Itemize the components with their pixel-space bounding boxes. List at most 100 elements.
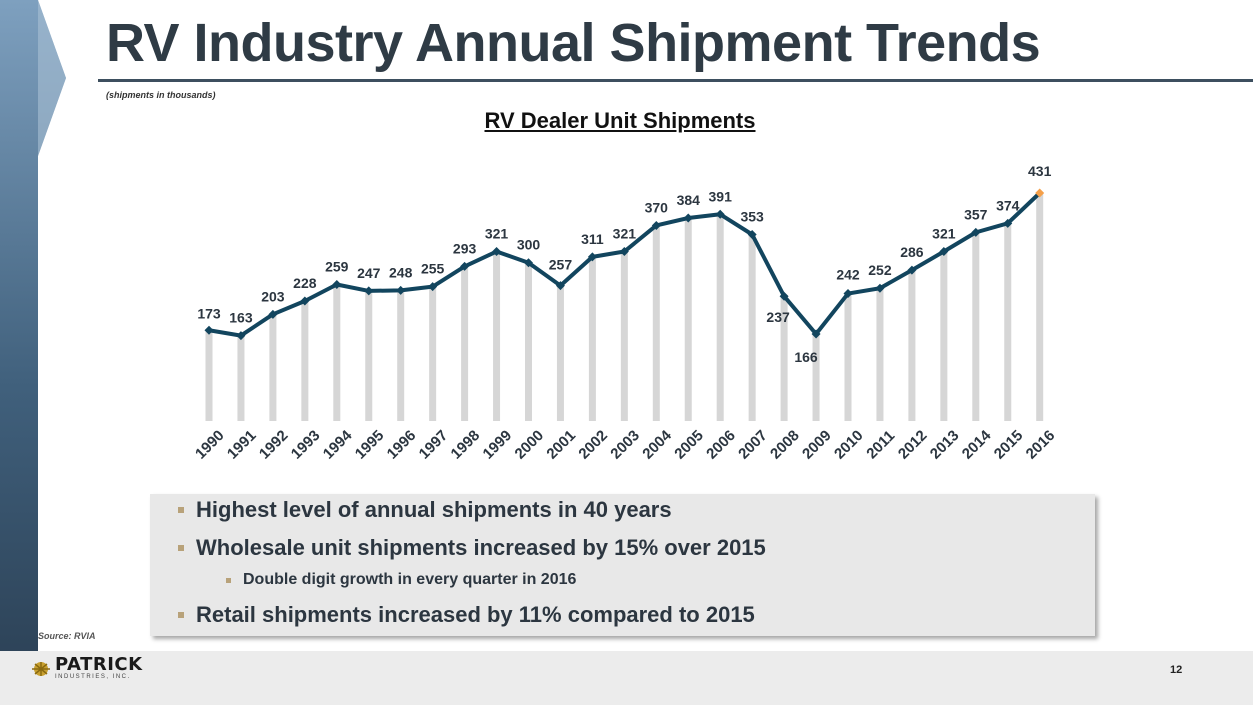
tick-label-2005: 2005 [671,427,707,463]
data-label-2008: 237 [766,309,790,325]
data-label-2004: 370 [645,199,669,215]
tick-label-1991: 1991 [224,427,260,463]
chart-title: RV Dealer Unit Shipments [484,108,756,133]
marker-2007 [747,230,757,240]
bullet-marker-icon [178,612,184,618]
marker-2011 [875,283,885,293]
data-label-1998: 293 [453,240,477,256]
data-label-2005: 384 [677,192,701,208]
tick-label-1995: 1995 [352,427,388,463]
bar-1993 [301,301,309,421]
bar-1995 [365,290,373,421]
source-note: Source: RVIA [38,631,96,641]
data-label-2002: 311 [581,231,604,247]
tick-label-2003: 2003 [607,427,643,463]
bullet-item: Retail shipments increased by 11% compar… [178,602,755,628]
bar-2008 [780,296,788,421]
tick-label-2016: 2016 [1023,427,1059,463]
tick-label-2000: 2000 [512,427,548,463]
logo-subtitle: INDUSTRIES, INC. [55,674,131,680]
bar-1994 [333,284,341,421]
tick-label-2014: 2014 [959,427,995,463]
bullet-text: Double digit growth in every quarter in … [243,571,577,588]
bar-2002 [588,256,596,421]
tick-label-2015: 2015 [991,427,1027,463]
bar-2000 [525,262,532,421]
marker-1994 [332,280,342,290]
marker-1996 [396,285,406,295]
data-label-2011: 252 [868,262,892,278]
data-label-1993: 228 [293,275,317,291]
bar-2001 [556,285,564,421]
marker-2004 [651,220,661,230]
marker-2016 [1035,188,1045,198]
title-divider [98,79,1253,82]
tick-label-2007: 2007 [735,427,771,463]
data-label-2001: 257 [549,257,573,273]
data-label-2012: 286 [900,244,924,260]
footer-bar [0,651,1253,705]
bar-1992 [269,314,277,421]
logo-emblem-icon [32,662,50,676]
bullet-text: Highest level of annual shipments in 40 … [196,497,672,522]
tick-label-2002: 2002 [575,427,611,463]
tick-label-1996: 1996 [384,427,420,463]
marker-1991 [236,331,246,341]
tick-label-2010: 2010 [831,427,867,463]
marker-2001 [555,281,565,291]
bullet-text: Retail shipments increased by 11% compar… [196,602,755,627]
marker-2000 [524,258,533,268]
page-number: 12 [1170,664,1183,676]
data-label-1997: 255 [421,261,445,277]
marker-1999 [492,247,502,257]
bar-2007 [748,234,756,421]
data-label-1995: 247 [357,265,381,281]
bar-2012 [908,270,916,421]
marker-2012 [907,265,917,275]
bar-2004 [652,225,660,421]
bar-1990 [205,330,213,421]
marker-2006 [715,209,725,219]
bullet-marker-icon [178,545,184,551]
marker-1998 [460,261,470,271]
highlights-panel [150,494,1095,636]
tick-label-1993: 1993 [288,427,324,463]
bar-2015 [1004,223,1012,421]
tick-label-1990: 1990 [192,427,228,463]
data-label-2006: 391 [709,188,733,204]
data-label-1990: 173 [197,305,221,321]
sub-bullet-item: Double digit growth in every quarter in … [226,571,576,589]
tick-label-1994: 1994 [320,427,356,463]
slide-title: RV Industry Annual Shipment Trends [106,13,1041,73]
tick-label-1998: 1998 [448,427,484,463]
bar-1991 [237,335,245,421]
company-logo: PATRICK INDUSTRIES, INC. [30,656,143,681]
marker-2008 [779,291,789,301]
marker-1993 [300,296,310,306]
bar-2006 [716,214,724,421]
marker-2009 [811,329,821,339]
data-label-1996: 248 [389,264,413,280]
tick-label-1999: 1999 [480,427,516,463]
bar-2010 [844,293,852,421]
tick-label-2013: 2013 [927,427,963,463]
units-note: (shipments in thousands) [106,90,216,100]
data-label-1999: 321 [485,226,509,242]
data-label-2015: 374 [996,197,1020,213]
data-label-2000: 300 [517,237,541,253]
data-label-2010: 242 [836,267,860,283]
tick-label-2012: 2012 [895,427,931,463]
tick-label-2011: 2011 [863,427,898,462]
marker-2013 [939,247,949,257]
marker-2002 [587,252,597,262]
bar-1997 [429,286,437,421]
marker-2003 [619,247,629,257]
data-label-2007: 353 [740,209,764,225]
marker-2014 [971,227,981,237]
tick-label-2001: 2001 [543,427,579,463]
bar-2016 [1036,193,1044,421]
bullet-marker-icon [178,507,184,513]
data-label-2014: 357 [964,206,988,222]
tick-label-1997: 1997 [416,427,452,463]
bar-2011 [876,288,884,421]
